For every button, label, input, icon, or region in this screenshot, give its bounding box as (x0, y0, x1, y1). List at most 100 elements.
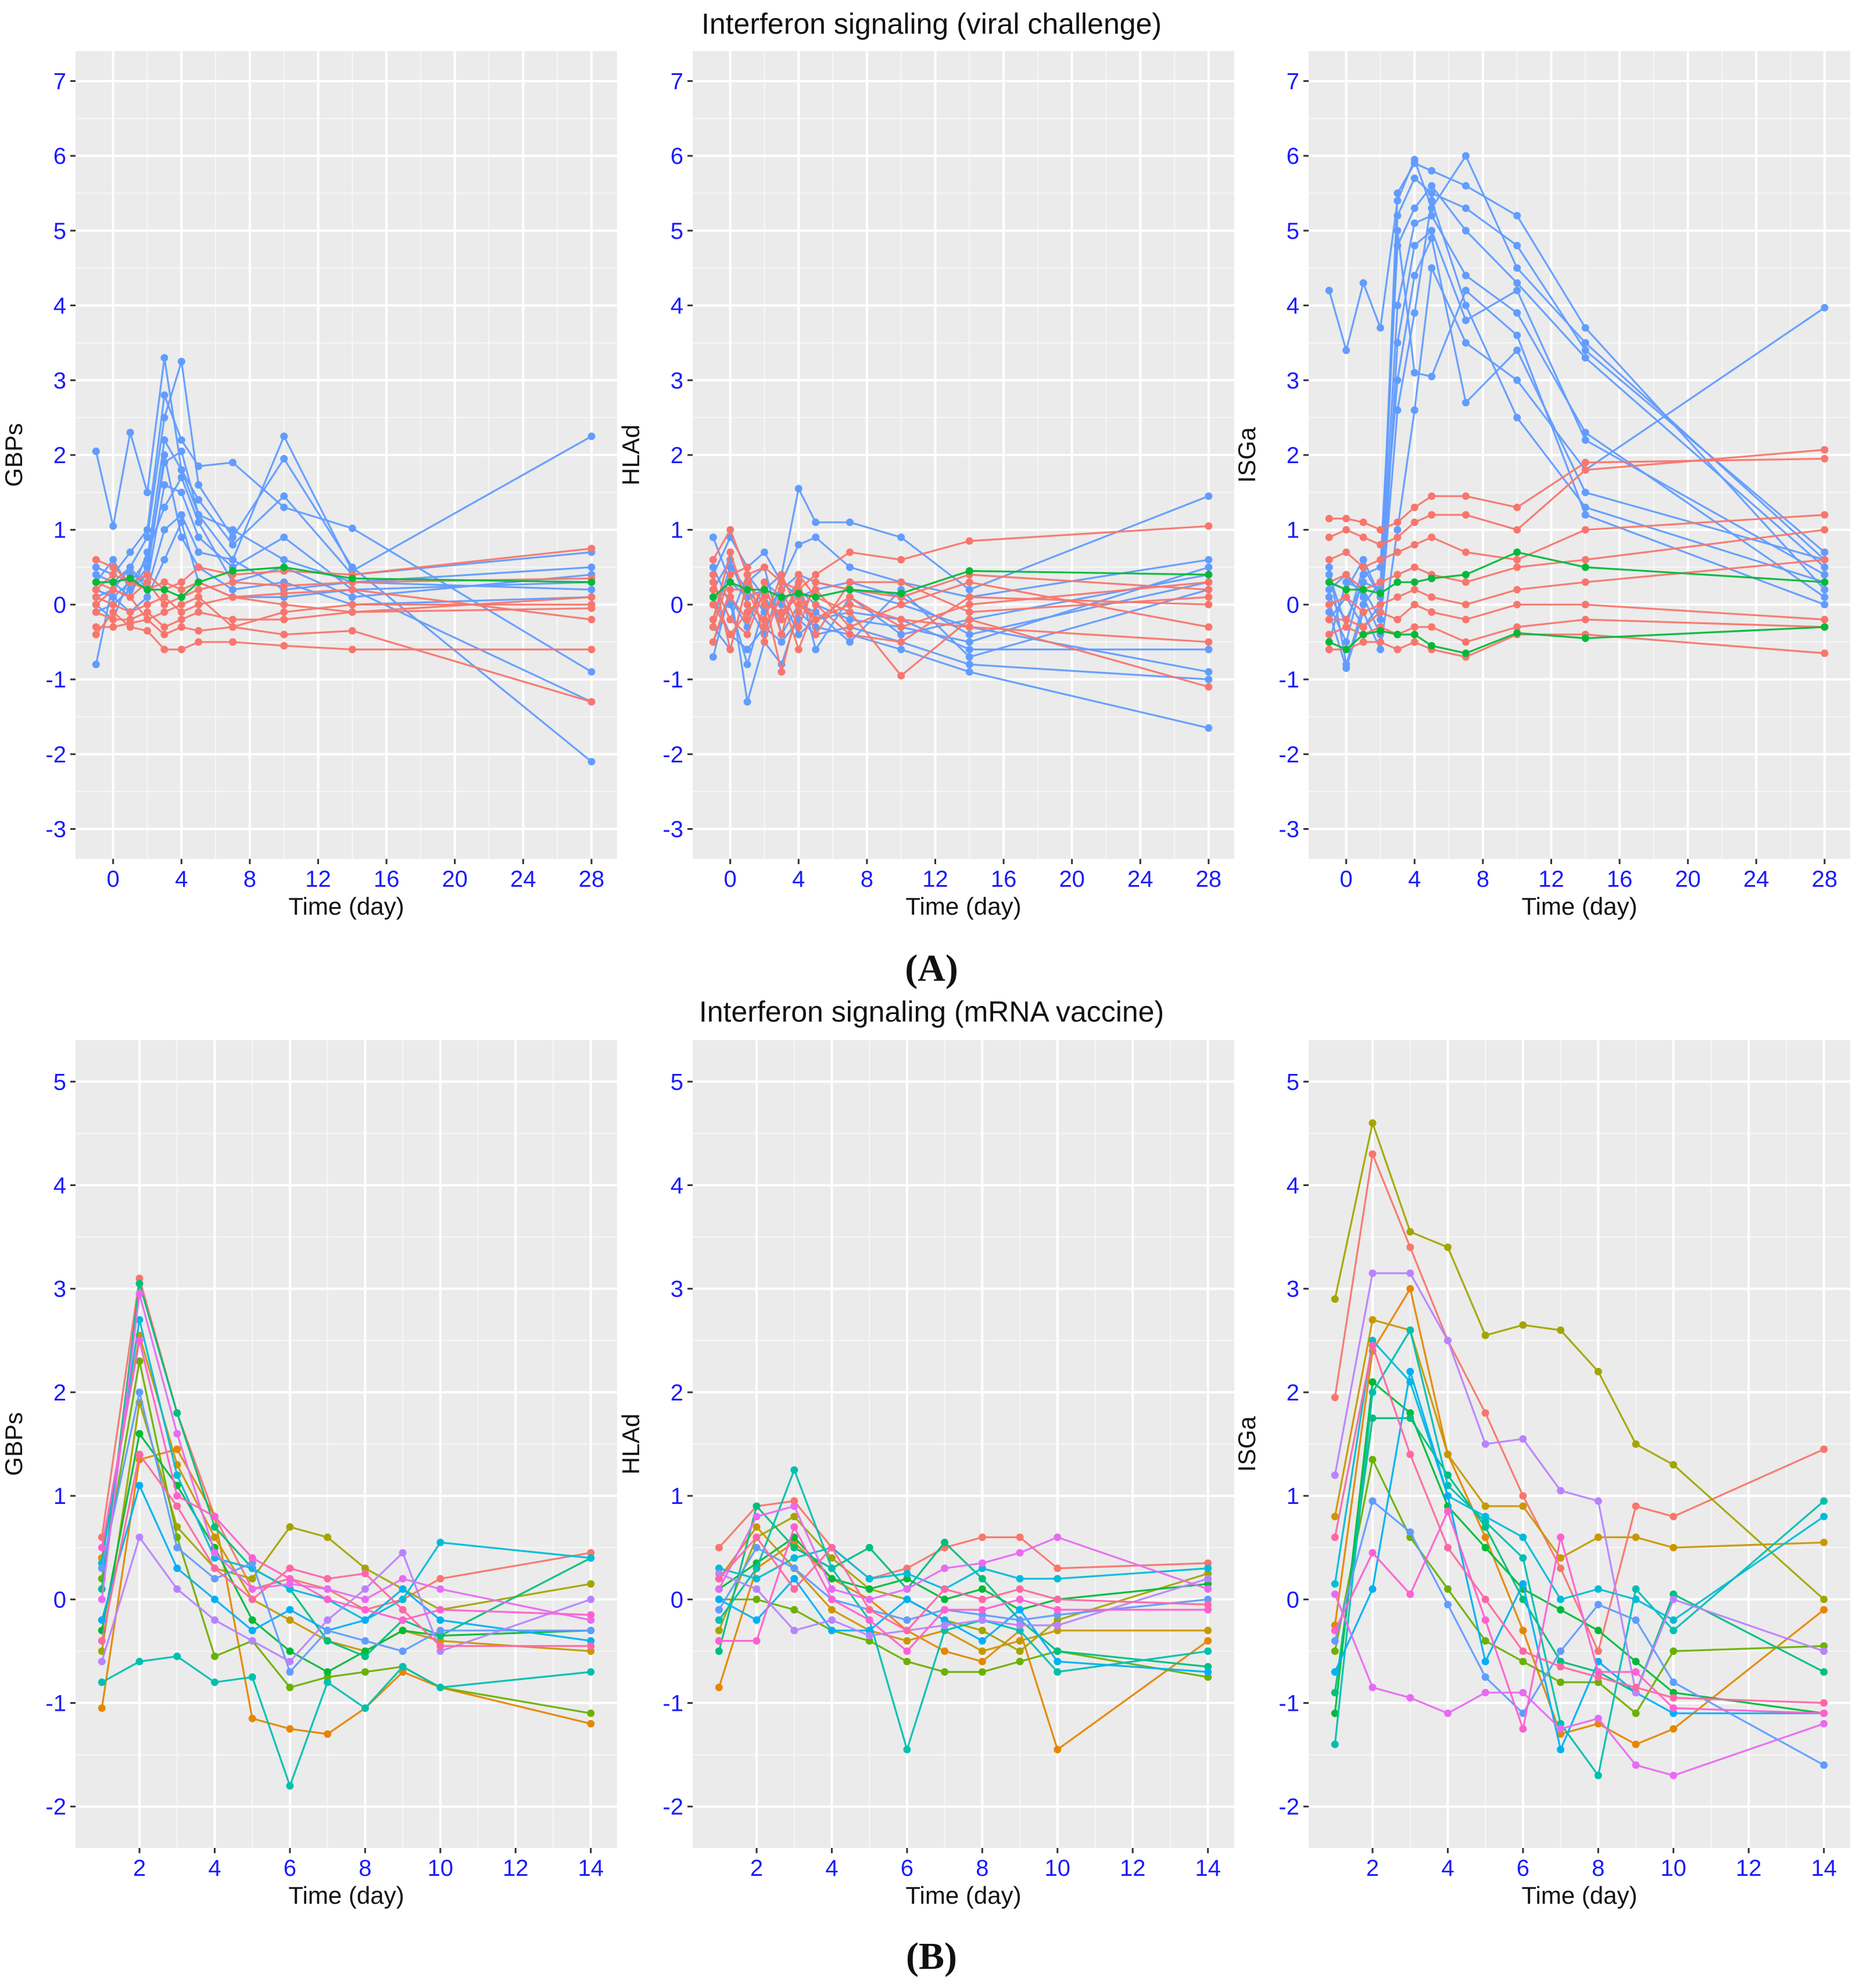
data-point (1205, 556, 1213, 564)
data-point (1204, 1627, 1212, 1635)
data-point (1428, 642, 1436, 650)
data-point (1410, 368, 1418, 377)
data-point (897, 533, 905, 542)
data-point (1481, 1502, 1489, 1510)
data-point (1462, 271, 1470, 280)
x-tick-label: 28 (1812, 866, 1838, 892)
data-point (399, 1606, 407, 1614)
series-A3 (1325, 511, 1829, 571)
data-point (399, 1616, 407, 1624)
data-point (177, 586, 185, 594)
data-point (248, 1714, 256, 1722)
data-point (865, 1637, 873, 1645)
data-point (126, 586, 134, 594)
data-point (715, 1543, 723, 1552)
data-point (794, 608, 802, 616)
data-point (1393, 212, 1402, 220)
data-point (846, 586, 854, 594)
data-point (1821, 511, 1829, 519)
data-point (1410, 631, 1418, 639)
data-point (1513, 600, 1521, 608)
x-tick-label: 10 (1661, 1856, 1687, 1881)
data-point (1632, 1533, 1640, 1541)
series-V12 (1331, 1269, 1828, 1697)
data-point (1016, 1575, 1024, 1583)
data-point (828, 1543, 836, 1552)
data-point (1557, 1606, 1565, 1614)
data-point (160, 556, 169, 564)
data-point (1519, 1321, 1527, 1329)
data-point (1325, 615, 1333, 624)
data-point (1821, 623, 1829, 631)
data-point (126, 548, 134, 556)
data-point (1428, 182, 1436, 190)
data-point (286, 1782, 294, 1790)
data-point (1377, 608, 1384, 616)
data-point (1581, 436, 1589, 444)
data-point (1669, 1543, 1678, 1552)
y-tick-label: 0 (53, 1587, 66, 1613)
data-point (135, 1533, 144, 1541)
y-tick-label: 3 (1287, 368, 1299, 393)
data-point (903, 1585, 911, 1593)
y-tick-label: -1 (662, 1691, 683, 1717)
data-point (92, 571, 100, 579)
data-point (1406, 1694, 1414, 1702)
series-A5 (1325, 556, 1829, 616)
data-point (348, 646, 356, 654)
data-point (709, 593, 717, 601)
data-point (1481, 1543, 1489, 1552)
data-point (794, 623, 802, 631)
data-point (1581, 459, 1589, 467)
x-tick-label: 4 (208, 1856, 221, 1881)
data-point (1513, 623, 1521, 631)
data-point (1377, 589, 1384, 597)
data-point (211, 1652, 218, 1660)
data-point (743, 698, 751, 706)
data-point (587, 1709, 595, 1717)
data-point (1513, 629, 1521, 637)
x-tick-label: 12 (922, 866, 948, 892)
x-tick-label: 4 (792, 866, 805, 892)
data-point (144, 593, 151, 601)
data-point (1325, 571, 1333, 579)
data-point (587, 668, 596, 676)
x-tick-label: 24 (510, 866, 536, 892)
data-point (1462, 152, 1470, 160)
data-point (109, 586, 117, 594)
y-tick-label: 0 (671, 592, 683, 618)
data-point (248, 1673, 256, 1681)
y-tick-label: 3 (671, 368, 683, 393)
data-point (846, 623, 854, 631)
data-point (177, 357, 185, 366)
data-point (753, 1575, 761, 1583)
y-tick-label: 1 (1287, 1484, 1299, 1509)
data-point (1820, 1595, 1828, 1603)
data-point (978, 1564, 986, 1573)
data-point (399, 1663, 407, 1671)
data-point (1462, 649, 1470, 657)
data-point (1331, 1740, 1339, 1749)
y-axis-title: ISGa (1233, 427, 1260, 483)
data-point (794, 571, 802, 579)
data-point (1444, 1585, 1452, 1593)
data-point (126, 574, 134, 582)
x-axis-title: Time (day) (905, 893, 1021, 920)
data-point (1513, 548, 1521, 556)
data-point (173, 1471, 181, 1479)
data-point (761, 638, 768, 646)
data-point (753, 1595, 761, 1603)
x-tick-label: 2 (133, 1856, 146, 1881)
data-point (173, 1502, 181, 1510)
data-point (229, 556, 237, 564)
data-point (436, 1683, 445, 1692)
data-point (1594, 1367, 1602, 1376)
data-point (778, 631, 786, 639)
data-point (897, 631, 905, 639)
data-point (1462, 511, 1470, 519)
data-point (324, 1533, 332, 1541)
data-point (1481, 1523, 1489, 1531)
data-point (1444, 1709, 1452, 1717)
data-point (144, 627, 151, 635)
data-point (160, 593, 169, 601)
